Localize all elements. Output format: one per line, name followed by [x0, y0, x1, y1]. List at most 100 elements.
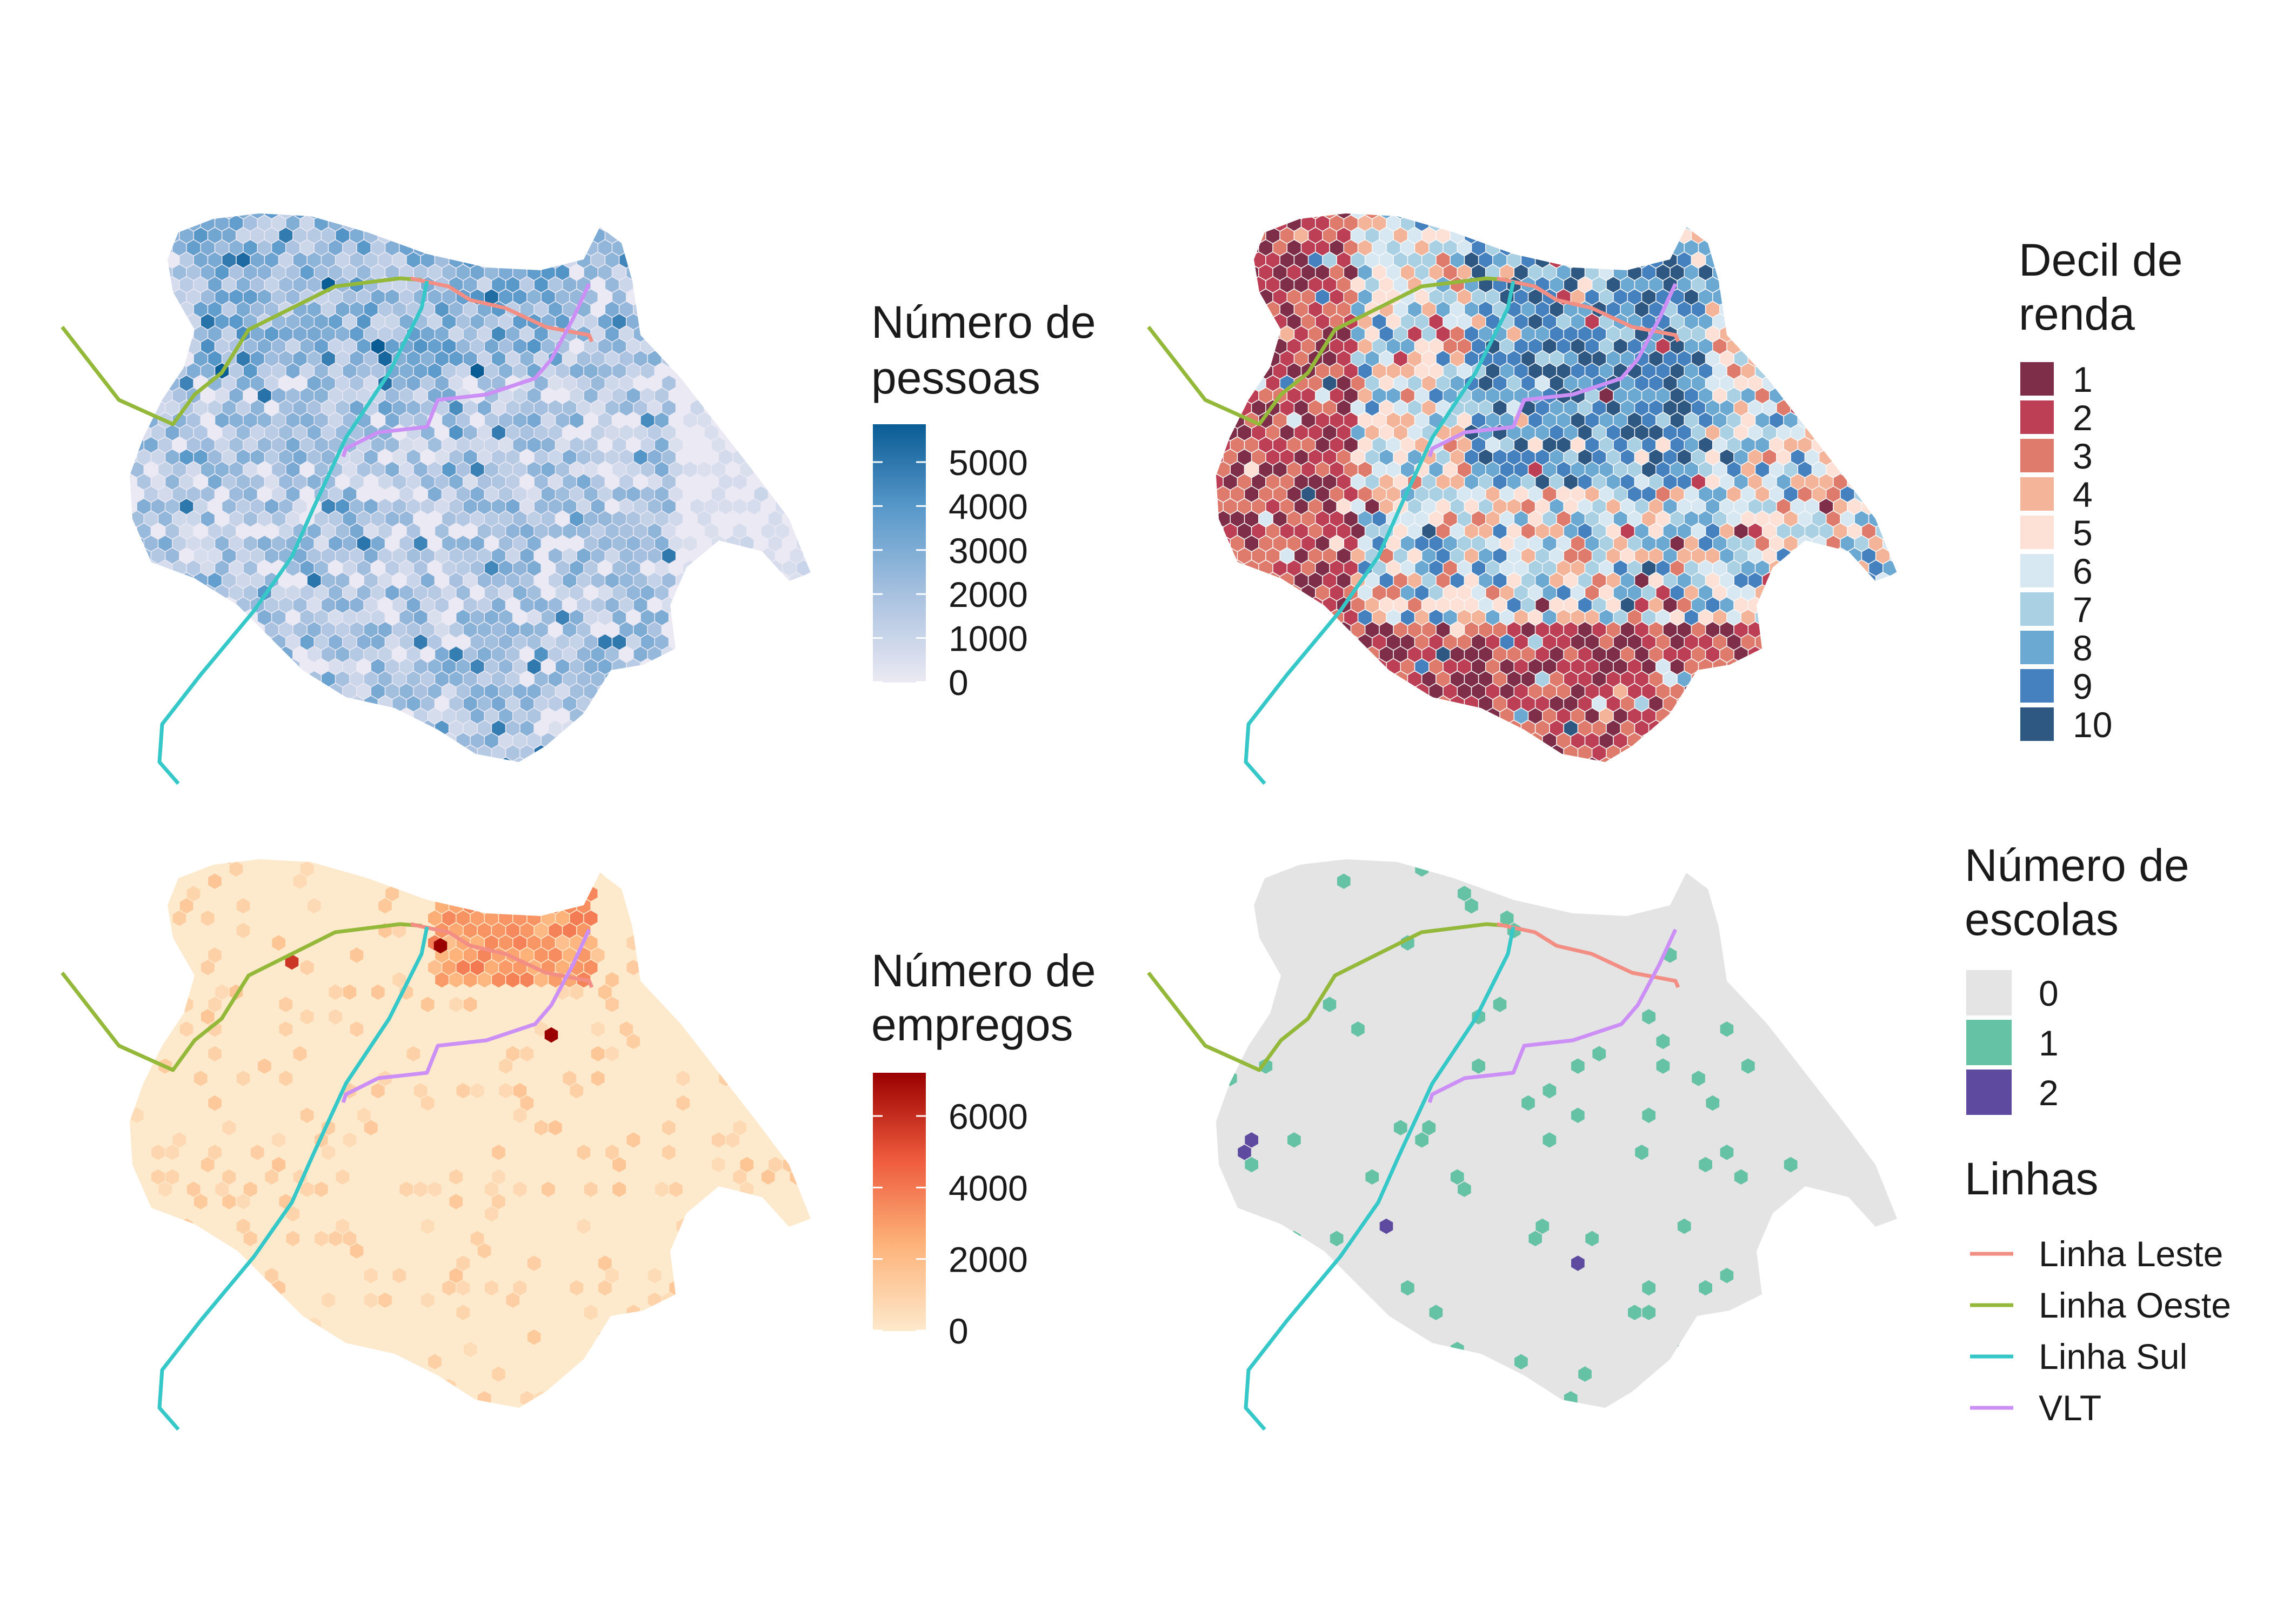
income-hex: [1812, 659, 1826, 674]
school-hex-1: [1855, 1305, 1868, 1320]
population-hex: [477, 376, 491, 391]
income-hex: [1784, 314, 1798, 330]
income-hex: [1479, 548, 1493, 564]
income-hex: [1344, 733, 1358, 748]
colorbar-tick-label: 2000: [949, 574, 1028, 614]
income-hex: [1365, 745, 1379, 761]
income-hex: [1259, 634, 1273, 650]
jobs-hex: [293, 1391, 307, 1407]
population-hex: [151, 646, 165, 662]
population-hex: [647, 523, 662, 539]
population-hex: [769, 511, 782, 527]
population-hex: [250, 326, 264, 342]
jobs-hex: [428, 960, 442, 975]
population-hex: [542, 240, 555, 256]
income-hex: [1613, 585, 1627, 600]
population-hex: [343, 240, 357, 256]
income-hex: [1231, 659, 1244, 674]
population-hex: [612, 437, 626, 453]
income-hex: [1273, 511, 1287, 527]
jobs-hex: [130, 984, 144, 1000]
income-hex: [1245, 215, 1258, 231]
population-hex: [229, 437, 243, 453]
population-hex: [236, 720, 250, 736]
income-hex: [1521, 425, 1535, 440]
school-hex-1: [1259, 1058, 1273, 1074]
income-hex: [1606, 302, 1620, 317]
jobs-hex: [485, 861, 498, 877]
income-hex: [1301, 684, 1315, 699]
jobs-hex: [456, 1083, 470, 1099]
income-hex: [1323, 720, 1337, 736]
income-hex: [1358, 387, 1372, 404]
income-hex: [1819, 523, 1833, 539]
population-hex: [272, 338, 285, 354]
jobs-hex: [151, 1169, 165, 1185]
income-hex: [1635, 425, 1648, 440]
jobs-hex: [463, 997, 477, 1012]
income-hex: [1798, 264, 1812, 280]
income-hex: [1316, 560, 1330, 576]
income-hex: [1791, 523, 1805, 539]
income-hex: [1699, 757, 1712, 762]
income-hex: [1238, 548, 1251, 564]
population-hex: [406, 646, 420, 662]
income-hex: [1692, 252, 1705, 268]
jobs-hex: [371, 1379, 385, 1394]
population-hex: [612, 610, 626, 625]
income-hex: [1479, 400, 1493, 416]
population-hex: [598, 412, 612, 428]
jobs-hex: [804, 1218, 811, 1234]
population-hex: [527, 215, 541, 231]
population-hex: [605, 351, 619, 366]
income-hex: [1301, 412, 1315, 428]
jobs-hex: [222, 1120, 236, 1135]
population-hex: [144, 610, 158, 625]
school-hex-1: [1472, 1058, 1485, 1074]
income-hex: [1599, 560, 1613, 576]
population-hex: [542, 634, 555, 650]
income-hex: [1677, 523, 1691, 539]
school-hex-2: [1238, 1145, 1251, 1160]
population-hex: [364, 671, 378, 687]
income-hex: [1507, 696, 1521, 712]
income-hex: [1372, 634, 1386, 650]
jobs-hex: [563, 947, 577, 963]
income-hex: [1429, 264, 1443, 280]
population-hex: [272, 264, 285, 280]
income-hex: [1557, 486, 1571, 502]
income-hex: [1379, 745, 1393, 761]
income-hex: [1883, 659, 1897, 674]
population-hex: [350, 228, 364, 243]
income-hex: [1358, 437, 1372, 453]
income-hex: [1869, 412, 1882, 428]
jobs-hex: [612, 1354, 626, 1369]
population-hex: [506, 326, 520, 342]
population-hex: [350, 449, 364, 465]
income-hex: [1323, 449, 1337, 465]
jobs-hex: [392, 972, 406, 988]
income-hex: [1706, 302, 1720, 317]
income-hex: [1649, 548, 1663, 564]
population-hex: [435, 622, 449, 638]
legend-key-income-3: [2020, 439, 2054, 472]
income-hex: [1826, 659, 1840, 674]
population-hex: [279, 252, 293, 268]
population-hex: [527, 757, 541, 762]
population-hex: [130, 338, 144, 354]
income-hex: [1890, 376, 1897, 391]
population-hex: [449, 474, 463, 490]
jobs-hex: [456, 960, 470, 975]
income-hex: [1386, 536, 1400, 551]
school-hex-1: [1287, 1132, 1301, 1148]
income-hex: [1890, 696, 1897, 712]
income-hex: [1443, 757, 1457, 762]
income-hex: [1330, 634, 1344, 650]
income-hex: [1656, 462, 1670, 477]
population-hex: [293, 548, 307, 564]
income-hex: [1741, 387, 1755, 404]
population-hex: [513, 387, 527, 404]
income-hex: [1606, 523, 1620, 539]
population-hex: [215, 560, 229, 576]
income-hex: [1316, 708, 1330, 724]
